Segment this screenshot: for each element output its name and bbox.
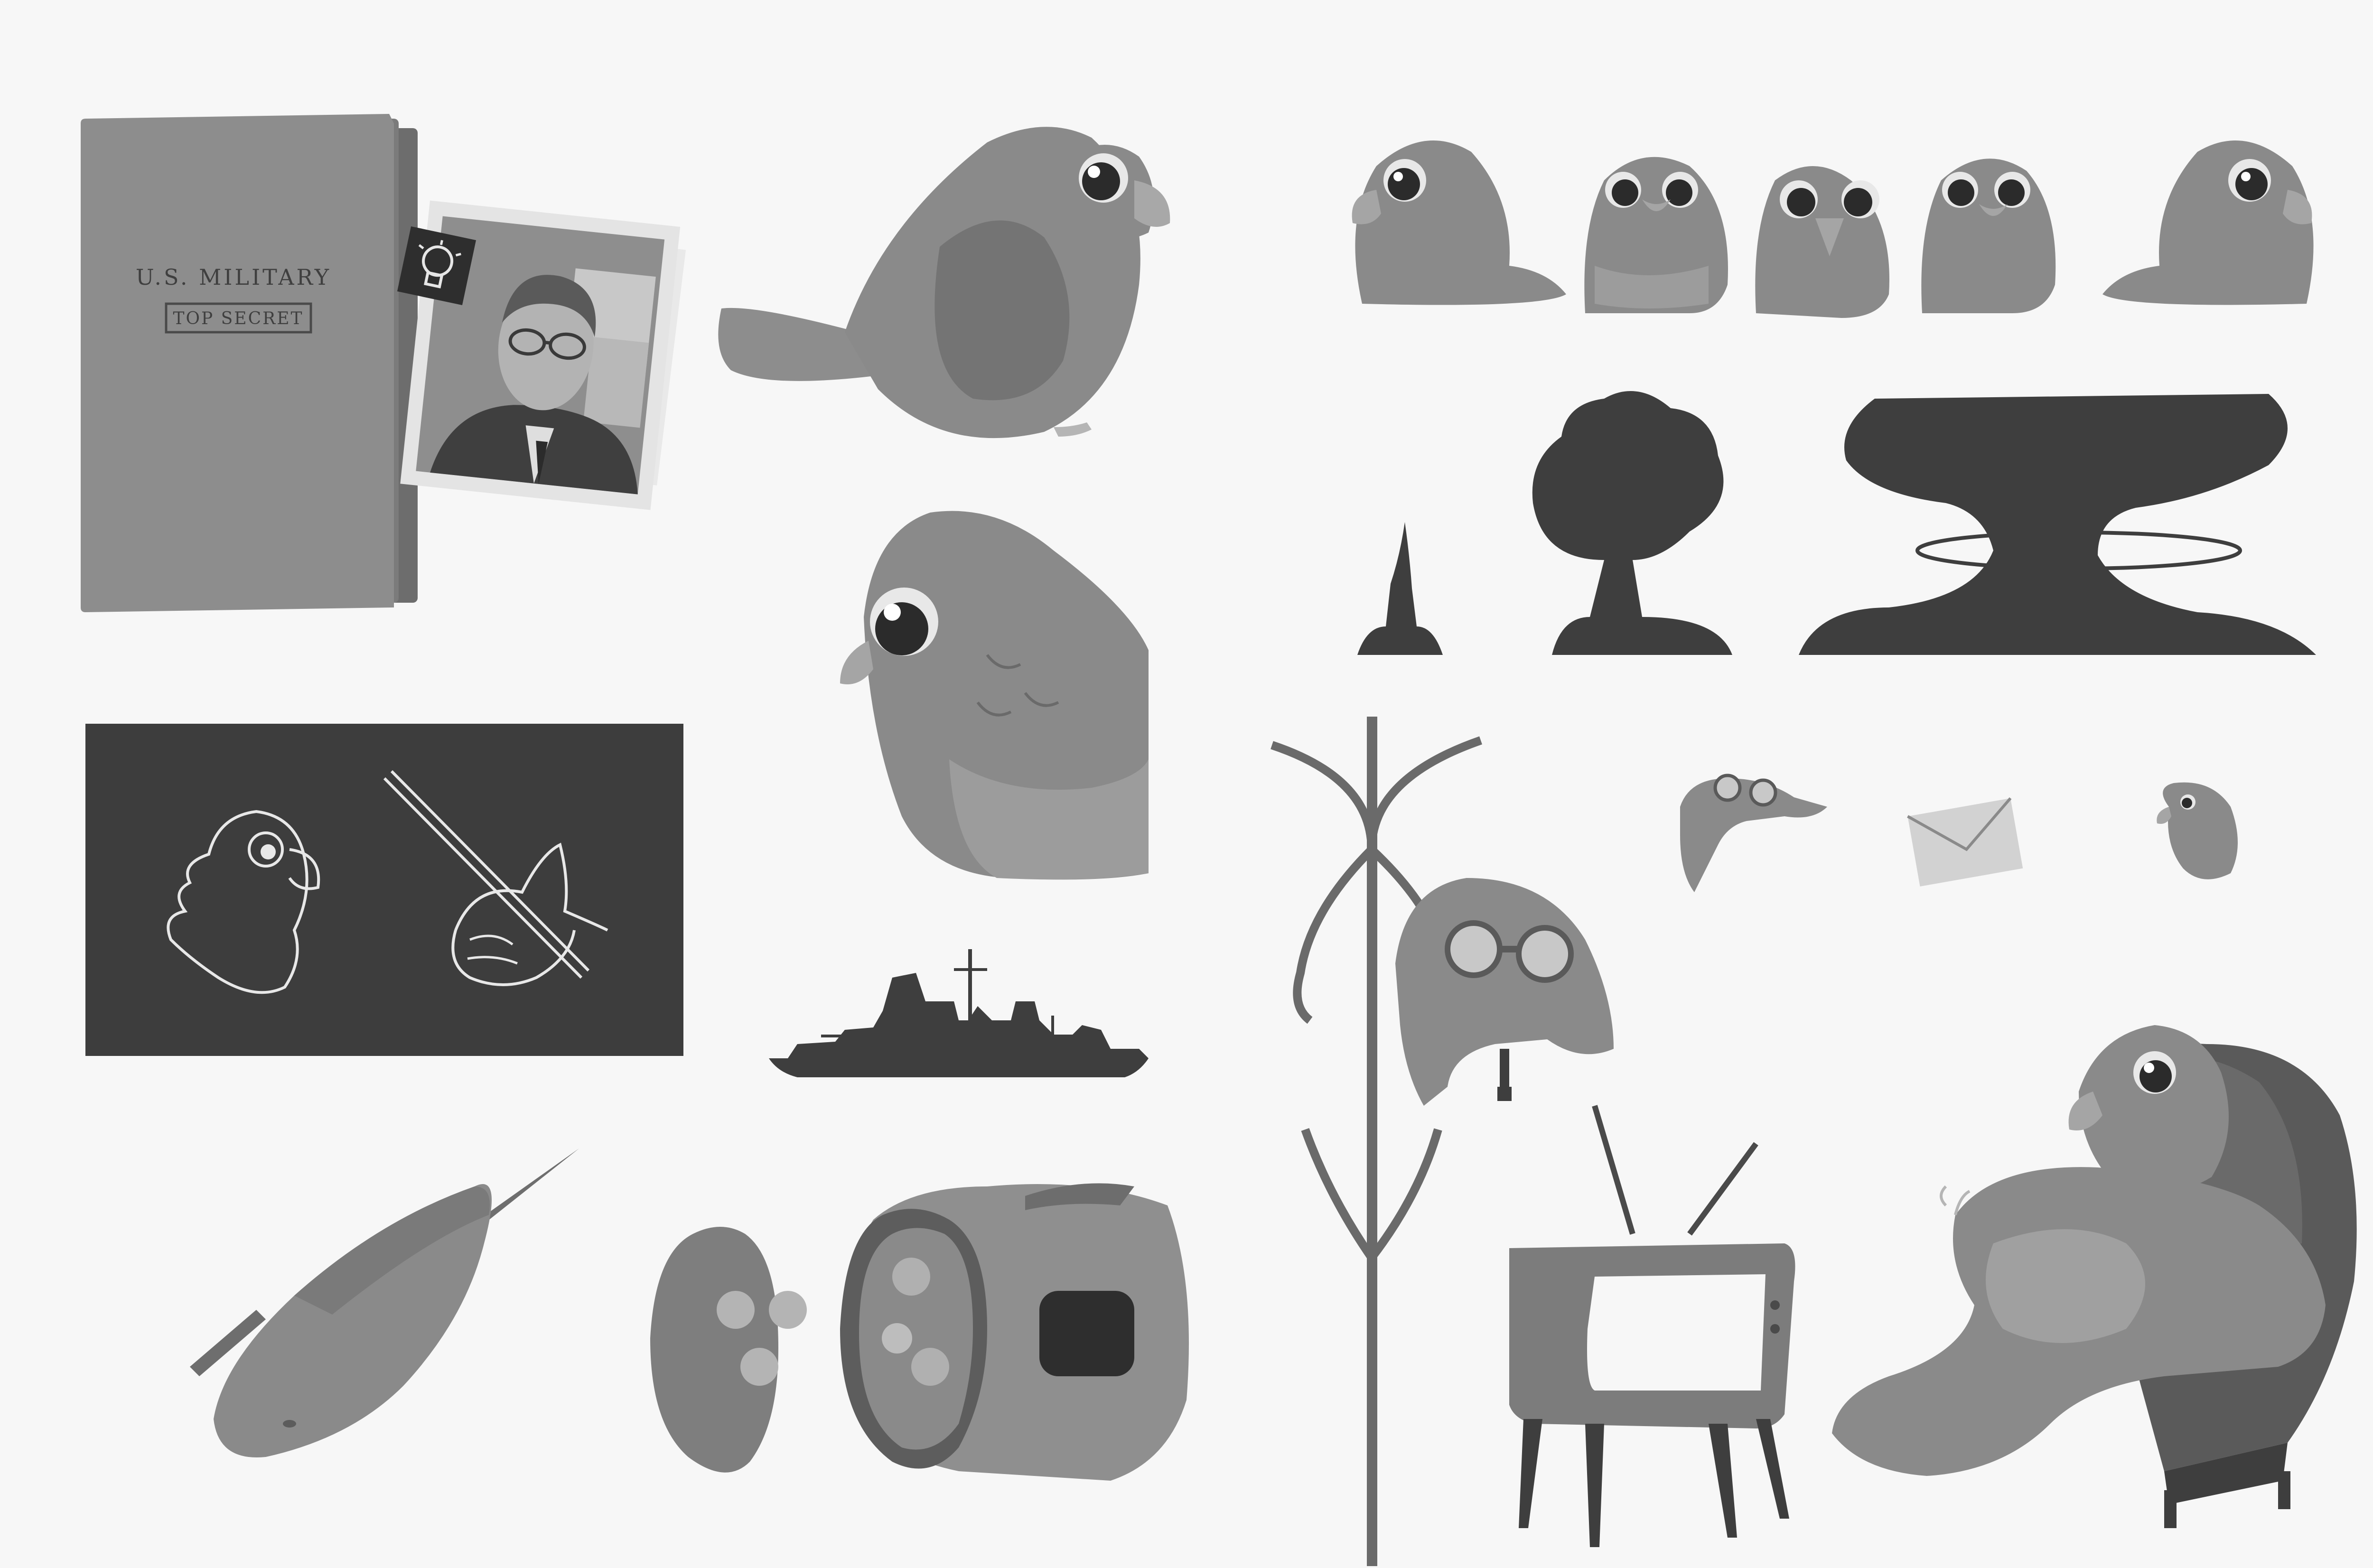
coat-rack-icon <box>1271 717 1482 1566</box>
pigeon-turnaround <box>1352 140 2314 318</box>
pigeon-icon <box>2157 782 2238 879</box>
pigeon-icon <box>1755 166 1889 318</box>
mushroom-cloud-icon <box>1357 391 2316 655</box>
pigeon-lounging <box>1832 1025 2326 1476</box>
pigeon-icon <box>1584 157 1728 313</box>
pigeon-icon <box>1352 140 1566 305</box>
aviator-helmet-icon <box>1680 774 1827 892</box>
chalkboard-icon <box>85 724 683 1056</box>
photo-icon <box>400 200 686 510</box>
lightbulb-icon <box>397 226 476 306</box>
capsule-icon <box>650 1183 1189 1481</box>
pigeon-standing <box>718 127 1170 439</box>
aviator-helmet-icon <box>1395 878 1614 1106</box>
pigeon-icon <box>1921 159 2056 313</box>
folder-stamp: TOP SECRET <box>173 309 303 328</box>
missile-icon <box>190 1148 579 1457</box>
pigeon-closeup <box>840 511 1149 880</box>
folder-title: U.S. MILITARY <box>136 264 331 290</box>
television-icon <box>1509 1105 1795 1547</box>
pigeon-icon <box>2102 140 2314 305</box>
envelope-icon <box>1907 797 2023 887</box>
folder-icon: U.S. MILITARY TOP SECRET <box>81 114 418 612</box>
battleship-icon <box>769 949 1149 1077</box>
